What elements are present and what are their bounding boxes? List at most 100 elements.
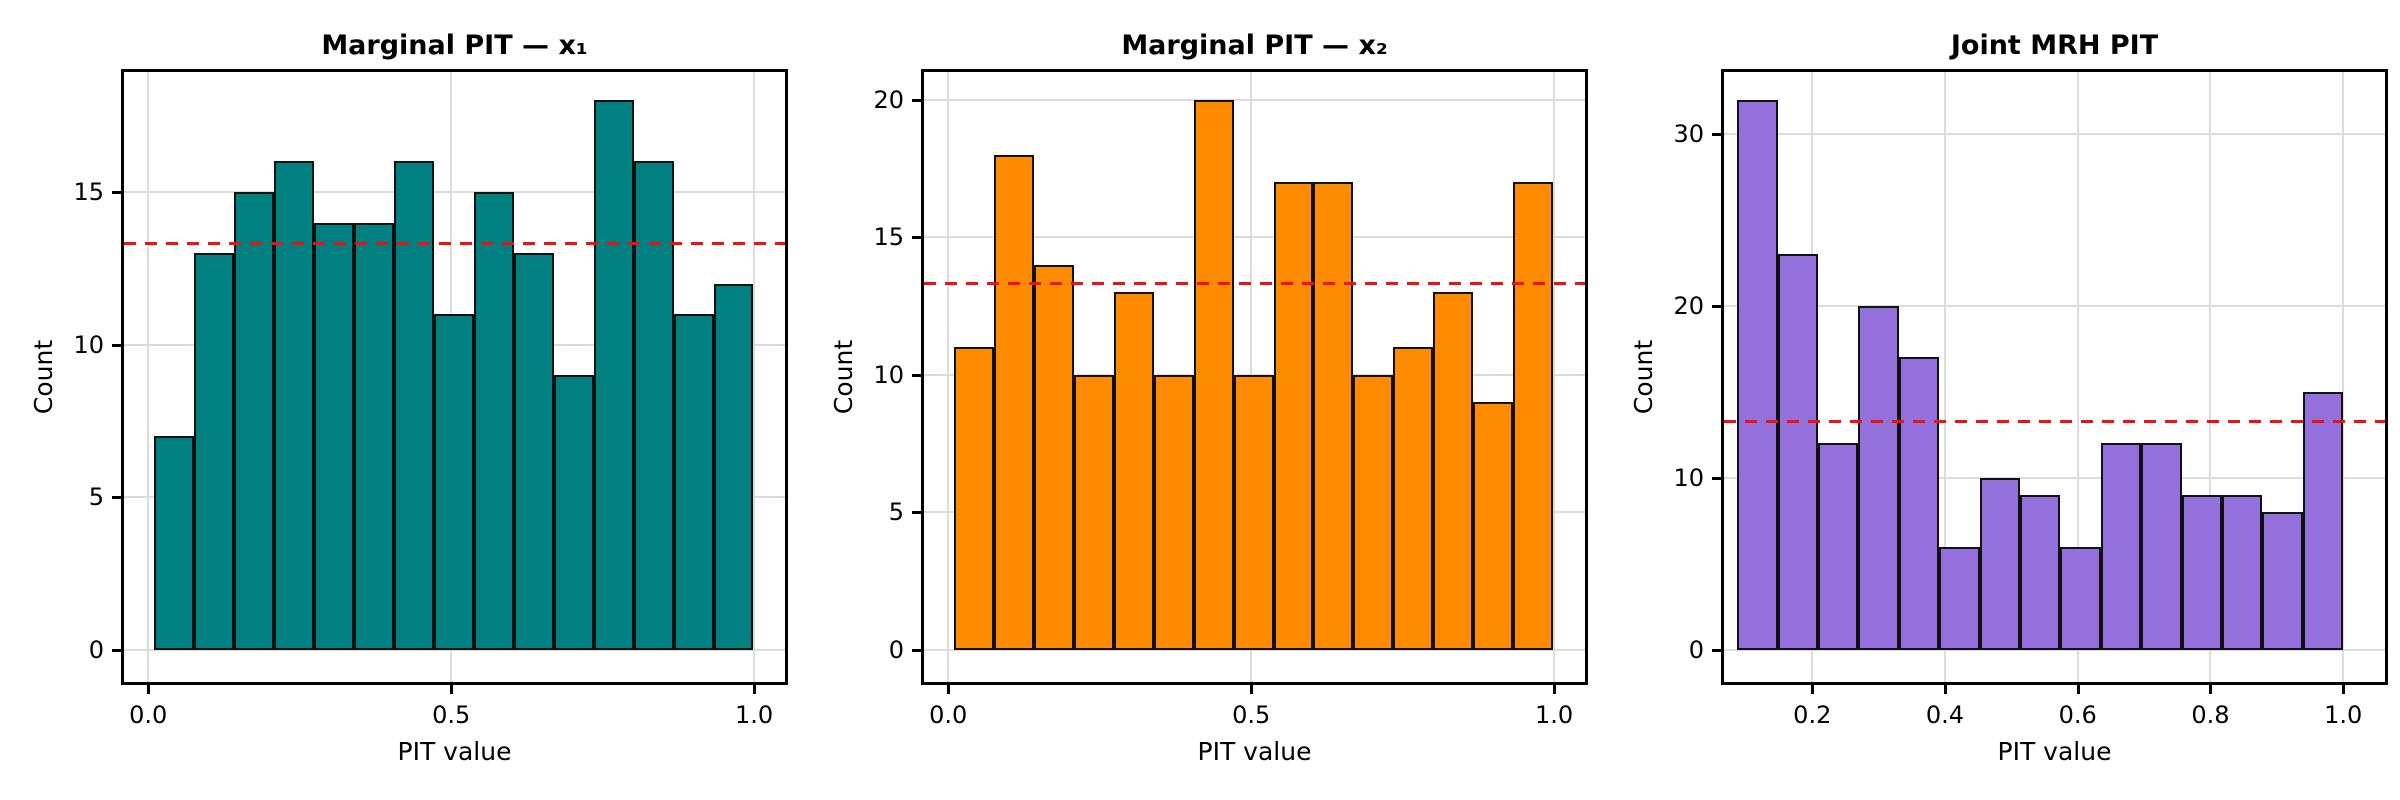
expected-count-line <box>1724 419 2385 423</box>
x-tick-label: 0.0 <box>929 701 968 729</box>
gridline-horizontal <box>1724 304 2385 307</box>
y-tick-label: 20 <box>1673 291 1704 320</box>
y-tick-label: 15 <box>73 177 104 206</box>
histogram-bar <box>2020 495 2061 650</box>
histogram-bar <box>393 161 434 650</box>
histogram-bar <box>2302 391 2344 650</box>
histogram-bar <box>2060 546 2101 650</box>
y-tick-mark <box>912 511 924 515</box>
y-tick-mark <box>912 649 924 653</box>
histogram-bar <box>1858 305 1899 650</box>
y-tick-mark <box>112 190 124 194</box>
gridline-vertical <box>2342 72 2345 682</box>
histogram-bar <box>1273 182 1314 651</box>
chart-title: Marginal PIT — x₂ <box>1121 30 1388 61</box>
histogram-bar <box>1353 374 1394 651</box>
x-tick-label: 1.0 <box>1535 701 1574 729</box>
histogram-bar <box>994 154 1035 651</box>
x-axis-label: PIT value <box>1997 737 2112 766</box>
x-tick-mark <box>947 682 951 694</box>
y-tick-mark <box>112 648 124 652</box>
y-tick-label: 30 <box>1673 119 1704 148</box>
gridline-horizontal <box>124 648 785 651</box>
x-tick-label: 0.2 <box>1793 701 1832 729</box>
histogram-bar <box>593 100 634 650</box>
gridline-vertical <box>2209 72 2212 682</box>
y-axis-label: Count <box>1629 339 1658 415</box>
x-tick-label: 1.0 <box>735 701 774 729</box>
histogram-bar <box>1313 182 1354 651</box>
x-tick-mark <box>2076 682 2080 694</box>
histogram-bar <box>1979 477 2021 650</box>
x-tick-label: 0.5 <box>1232 701 1271 729</box>
x-tick-label: 0.0 <box>129 701 168 729</box>
histogram-bar <box>1233 374 1274 651</box>
histogram-bar <box>673 314 714 650</box>
chart-title: Joint MRH PIT <box>1950 30 2159 61</box>
y-tick-mark <box>1712 132 1724 136</box>
gridline-vertical <box>753 72 756 682</box>
panel-1: 0.0 0.5 1.0 0 5 10 15 Marginal PIT — x₁ PIT valu… <box>0 0 800 800</box>
y-tick-label: 10 <box>73 330 104 359</box>
y-tick-label: 0 <box>1688 635 1704 664</box>
y-tick-label: 0 <box>888 636 904 665</box>
panel-3: 0.2 0.4 0.6 0.8 1.0 0 10 20 30 Joint MRH PIT PIT v… <box>1600 0 2400 800</box>
expected-count-line <box>124 241 785 245</box>
histogram-bar <box>273 161 314 650</box>
y-tick-mark <box>912 98 924 102</box>
histogram-bar <box>193 253 234 650</box>
histogram-bar <box>713 283 754 650</box>
x-tick-mark <box>1250 682 1254 694</box>
histogram-bar <box>513 253 554 650</box>
histogram-bar <box>2222 495 2263 650</box>
x-tick-label: 0.4 <box>1925 701 1965 729</box>
y-tick-mark <box>912 373 924 377</box>
y-tick-label: 0 <box>88 635 104 664</box>
histogram-bar <box>1433 292 1474 651</box>
y-tick-mark <box>1712 648 1724 652</box>
y-axis-label: Count <box>29 339 58 415</box>
histogram-bar <box>1737 99 1778 650</box>
histogram-bar <box>2100 443 2142 650</box>
histogram-bar <box>1113 292 1154 651</box>
y-tick-label: 5 <box>88 483 104 512</box>
histogram-bar <box>233 191 274 650</box>
y-tick-label: 15 <box>873 223 904 252</box>
histogram-bar <box>353 222 394 650</box>
histogram-bar <box>2181 495 2222 650</box>
histogram-bar <box>1473 402 1513 651</box>
histogram-bar <box>153 436 194 650</box>
histogram-bar <box>2141 443 2182 650</box>
histogram-bar <box>2262 512 2303 650</box>
x-axis-label: PIT value <box>397 737 512 766</box>
gridline-horizontal <box>924 649 1585 652</box>
x-tick-label: 0.6 <box>2058 701 2097 729</box>
gridline-vertical <box>147 72 150 682</box>
gridline-horizontal <box>924 98 1585 101</box>
histogram-bar <box>1393 347 1434 651</box>
x-tick-mark <box>147 682 151 694</box>
x-tick-mark <box>2342 682 2346 694</box>
gridline-horizontal <box>124 190 785 193</box>
y-tick-mark <box>112 496 124 500</box>
histogram-bar <box>1034 264 1074 651</box>
x-tick-mark <box>1811 682 1815 694</box>
histogram-bar <box>1777 254 1819 650</box>
x-tick-label: 0.5 <box>432 701 471 729</box>
histogram-bar <box>1193 99 1234 651</box>
y-tick-mark <box>912 236 924 240</box>
histogram-bar <box>1898 357 1940 650</box>
chart-title: Marginal PIT — x₁ <box>321 30 588 61</box>
gridline-vertical <box>2076 72 2079 682</box>
histogram-bar <box>473 191 514 650</box>
histogram-bar <box>433 314 474 650</box>
y-tick-label: 20 <box>873 85 904 114</box>
histogram-bar <box>553 375 594 650</box>
x-tick-mark <box>450 682 454 694</box>
histogram-bar <box>954 347 995 651</box>
y-tick-label: 5 <box>888 498 904 527</box>
histogram-bar <box>1074 374 1114 651</box>
gridline-vertical <box>947 72 950 682</box>
gridline-vertical <box>1553 72 1556 682</box>
